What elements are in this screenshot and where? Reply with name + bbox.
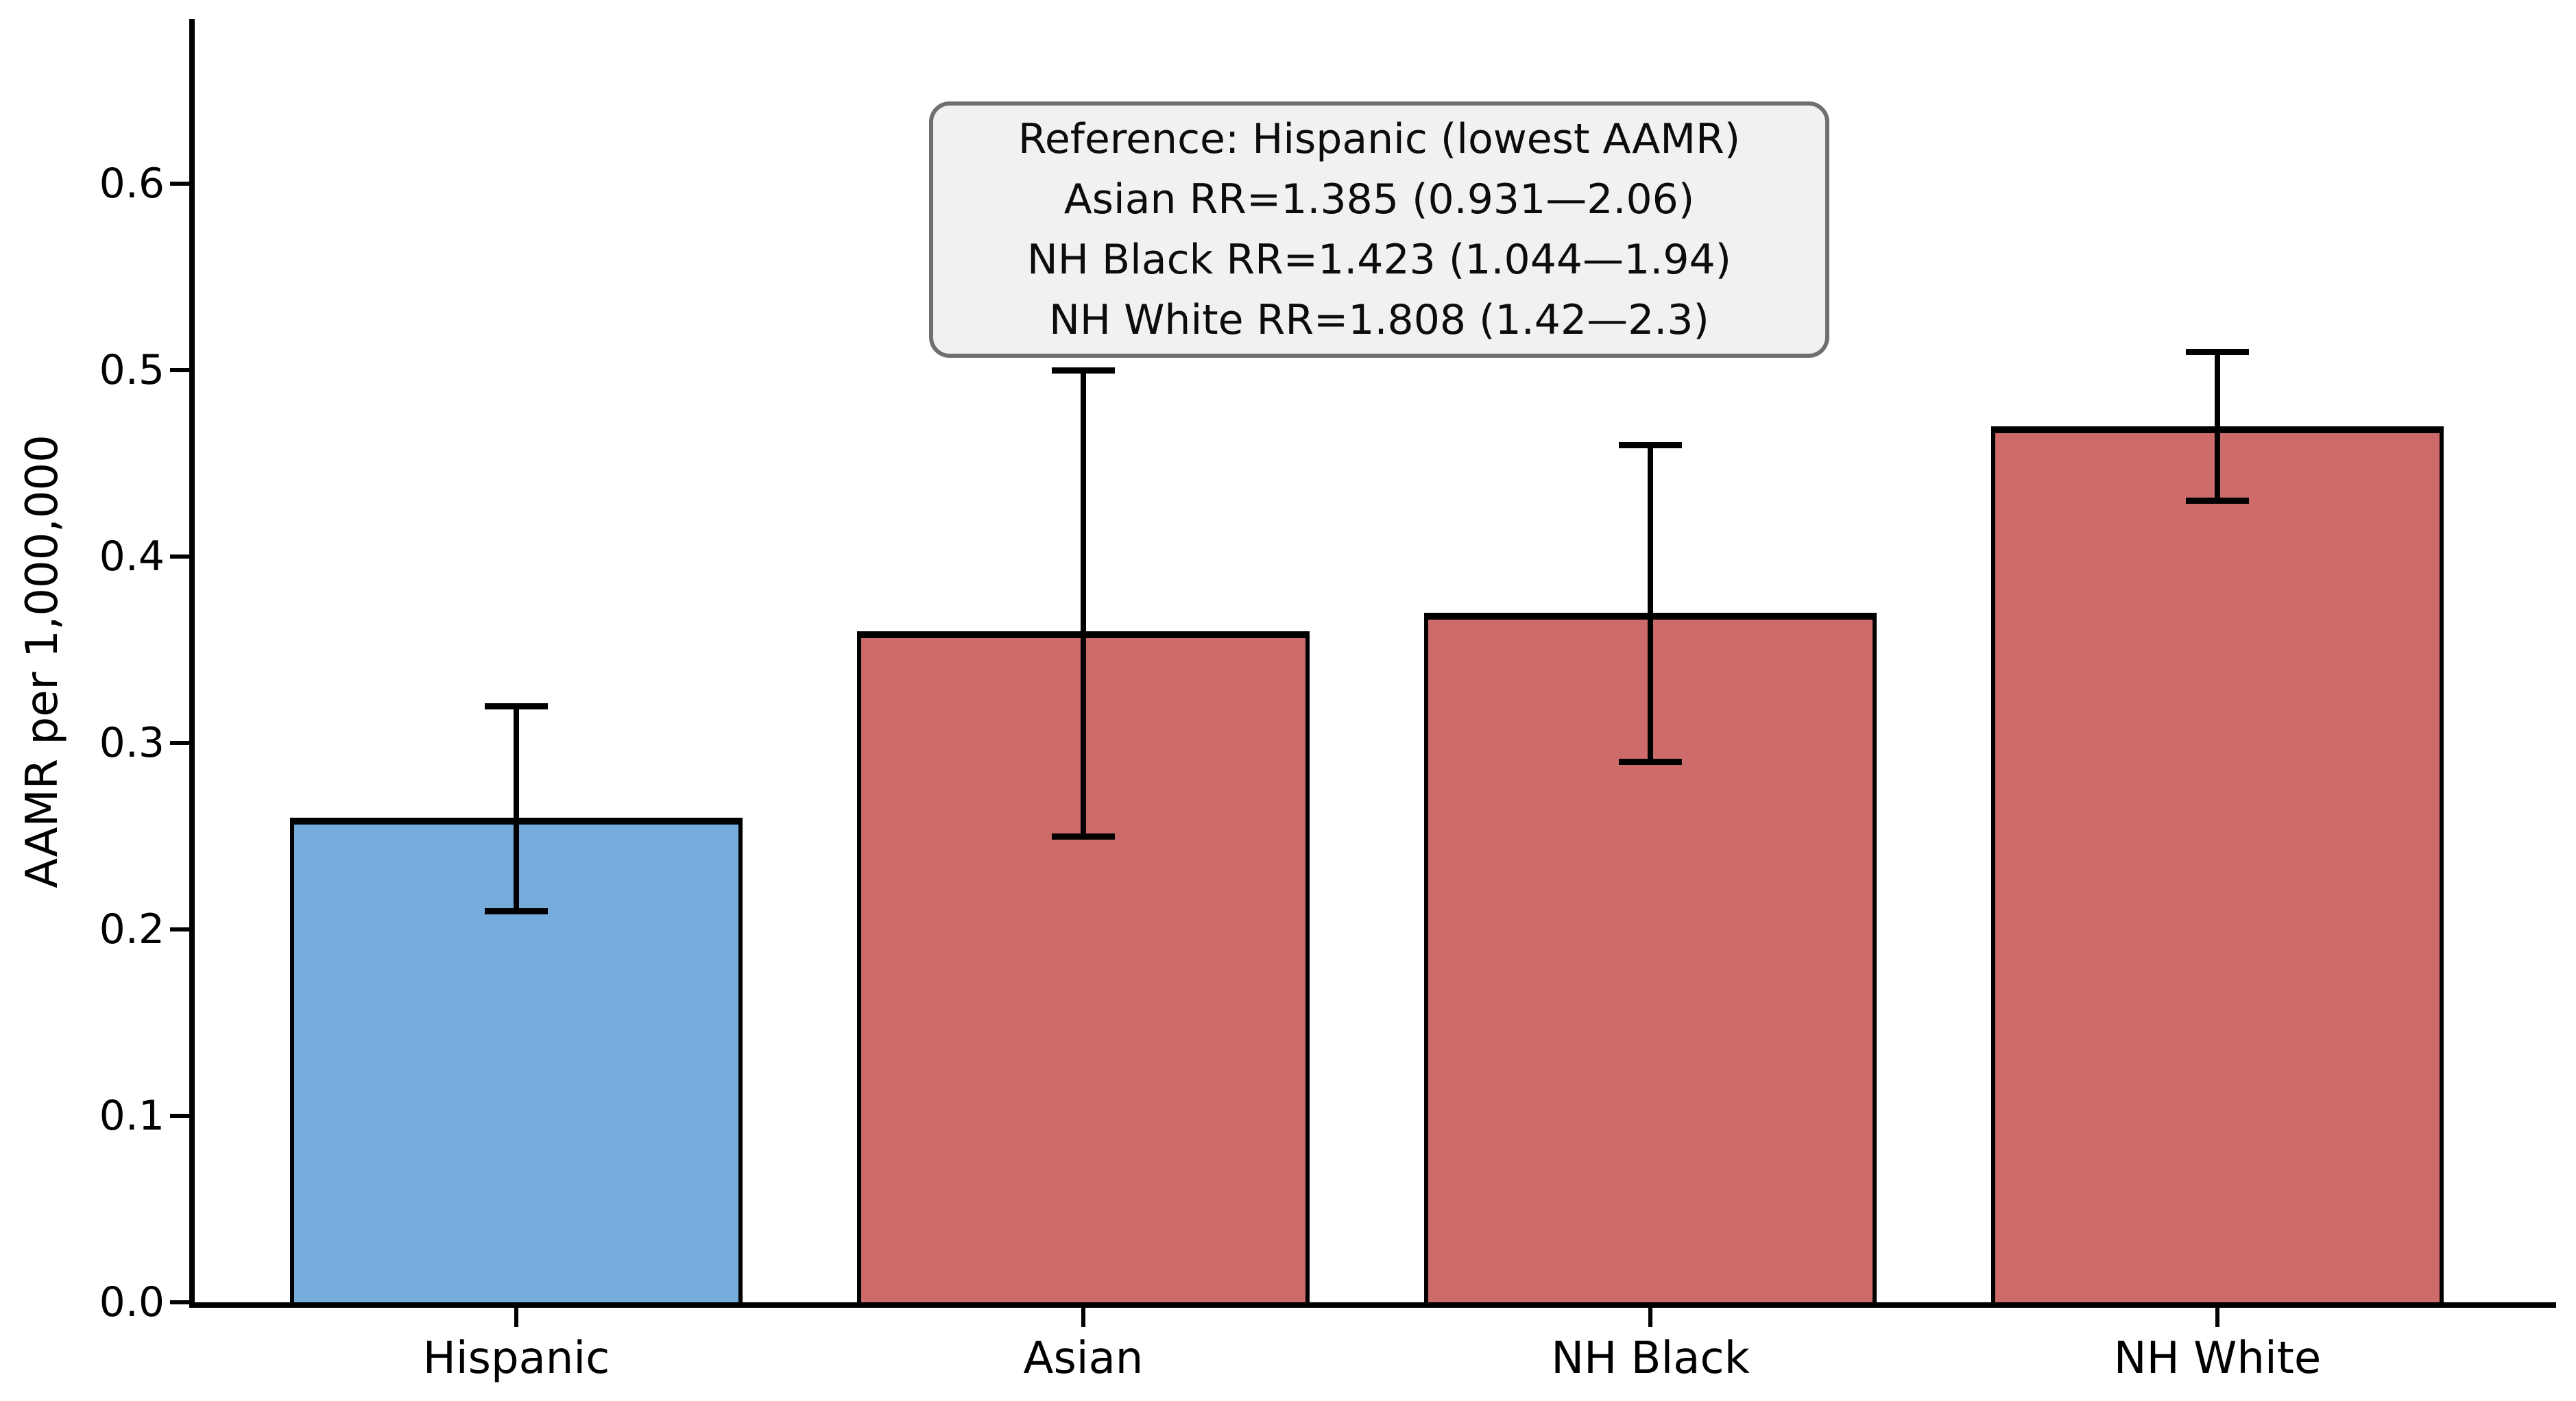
error-bar-cap-bottom-nh-black [1619, 759, 1682, 766]
error-bar-nh-black [1648, 444, 1653, 762]
x-tick-label-nh-black: NH Black [1551, 1333, 1750, 1384]
x-tick-label-hispanic: Hispanic [422, 1333, 610, 1384]
error-bar-cap-top-asian [1052, 367, 1115, 374]
error-bar-cap-top-nh-black [1619, 441, 1682, 448]
error-bar-cap-bottom-nh-white [2186, 498, 2249, 504]
error-bar-cap-bottom-hispanic [485, 907, 548, 914]
annotation-line-reference: Reference: Hispanic (lowest AAMR) [1018, 115, 1741, 163]
y-axis-line [189, 19, 195, 1308]
x-axis-line [189, 1302, 2556, 1308]
annotation-line-asian-rr: Asian RR=1.385 (0.931—2.06) [1063, 175, 1695, 223]
y-tick-label-0.3: 0.3 [99, 719, 165, 767]
y-tick-label-0.1: 0.1 [99, 1092, 165, 1140]
annotation-line-nh-white-rr: NH White RR=1.808 (1.42—2.3) [1049, 296, 1709, 344]
error-bar-cap-top-nh-white [2186, 348, 2249, 355]
y-tick-0.1 [170, 1114, 189, 1118]
y-tick-label-0.0: 0.0 [99, 1278, 165, 1326]
error-bar-hispanic [514, 705, 519, 911]
error-bar-asian [1081, 370, 1086, 836]
y-tick-0.2 [170, 927, 189, 931]
error-bar-nh-white [2215, 351, 2220, 501]
x-tick-nh-white [2215, 1308, 2219, 1327]
y-tick-0.4 [170, 555, 189, 559]
y-tick-0.6 [170, 182, 189, 186]
y-tick-label-0.4: 0.4 [99, 533, 165, 581]
x-tick-nh-black [1648, 1308, 1652, 1327]
x-tick-label-nh-white: NH White [2113, 1333, 2322, 1384]
y-tick-label-0.6: 0.6 [99, 160, 165, 208]
y-tick-label-0.2: 0.2 [99, 905, 165, 953]
x-tick-label-asian: Asian [1023, 1333, 1144, 1384]
error-bar-cap-top-hispanic [485, 703, 548, 709]
bar-nh-white [1991, 426, 2444, 1308]
y-tick-0.5 [170, 368, 189, 372]
x-tick-hispanic [514, 1308, 518, 1327]
annotation-line-nh-black-rr: NH Black RR=1.423 (1.044—1.94) [1026, 236, 1732, 284]
annotation-box: Reference: Hispanic (lowest AAMR) Asian … [929, 101, 1829, 358]
x-tick-asian [1081, 1308, 1085, 1327]
error-bar-cap-bottom-asian [1052, 833, 1115, 840]
y-tick-label-0.5: 0.5 [99, 346, 165, 394]
y-axis-title: AAMR per 1,000,000 [17, 435, 68, 888]
y-tick-0.3 [170, 741, 189, 745]
y-tick-0.0 [170, 1300, 189, 1304]
